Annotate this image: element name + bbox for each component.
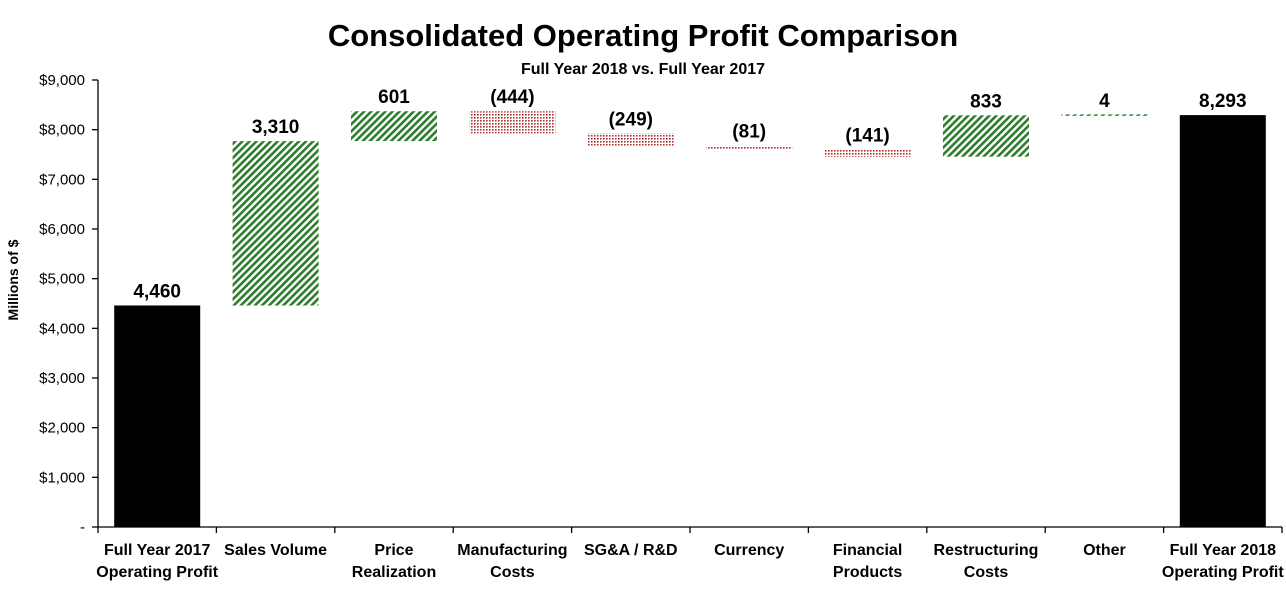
y-tick-label: $2,000 [39, 420, 85, 437]
y-tick-label: $1,000 [39, 469, 85, 486]
data-label: 3,310 [252, 117, 300, 138]
y-tick-label: $8,000 [39, 122, 85, 139]
y-tick-label: $4,000 [39, 320, 85, 337]
increase-bar [351, 111, 437, 142]
increase-bar [943, 115, 1029, 157]
data-label: (81) [732, 122, 766, 143]
data-label: 4 [1099, 91, 1110, 112]
y-tick-label: $5,000 [39, 271, 85, 288]
data-label: 833 [970, 91, 1002, 112]
bars [114, 111, 1266, 528]
data-label: (444) [490, 87, 534, 108]
y-tick-label: $3,000 [39, 370, 85, 387]
chart-subtitle: Full Year 2018 vs. Full Year 2017 [521, 61, 765, 78]
y-tick-label: $9,000 [39, 72, 85, 89]
x-category-label: Price Realization [352, 542, 436, 581]
x-category-label: SG&A / R&D [584, 542, 678, 559]
decrease-bar [587, 133, 674, 146]
y-tick-label: $6,000 [39, 221, 85, 238]
y-tick-label: - [80, 519, 85, 536]
y-axis: - $1,000 $2,000 $3,000 $4,000 $5,000 $6,000 $7,… [39, 72, 99, 536]
total-bar [1179, 115, 1266, 528]
total-bar [114, 305, 201, 527]
increase-bar [1061, 114, 1148, 116]
data-label: 4,460 [133, 281, 181, 302]
increase-bar [232, 141, 319, 306]
x-category-label: Sales Volume [224, 542, 327, 559]
decrease-bar [824, 149, 911, 157]
x-category-label: Full Year 2017 Operating Profit [96, 542, 218, 581]
y-tick-label: $7,000 [39, 171, 85, 188]
data-label: (141) [845, 126, 889, 147]
x-axis: Full Year 2017 Operating Profit Sales Volu… [96, 526, 1284, 581]
x-category-label: Currency [714, 542, 784, 559]
x-category-label: Other [1083, 542, 1126, 559]
data-labels: 4,460 3,310 601 (444) (249) (81) (141) 833 4 8,29… [133, 87, 1246, 302]
x-category-label: Manufacturing Costs [457, 542, 567, 581]
decrease-bar [706, 145, 793, 150]
data-label: 8,293 [1199, 91, 1247, 112]
x-category-label: Full Year 2018 Operating Profit [1162, 542, 1284, 581]
chart-title: Consolidated Operating Profit Comparison [328, 18, 958, 53]
y-axis-label: Millions of $ [5, 239, 21, 320]
decrease-bar [469, 111, 556, 134]
data-label: 601 [378, 87, 410, 108]
x-category-label: Financial Products [833, 542, 902, 581]
data-label: (249) [609, 109, 653, 130]
x-category-label: Restructuring Costs [934, 542, 1039, 581]
